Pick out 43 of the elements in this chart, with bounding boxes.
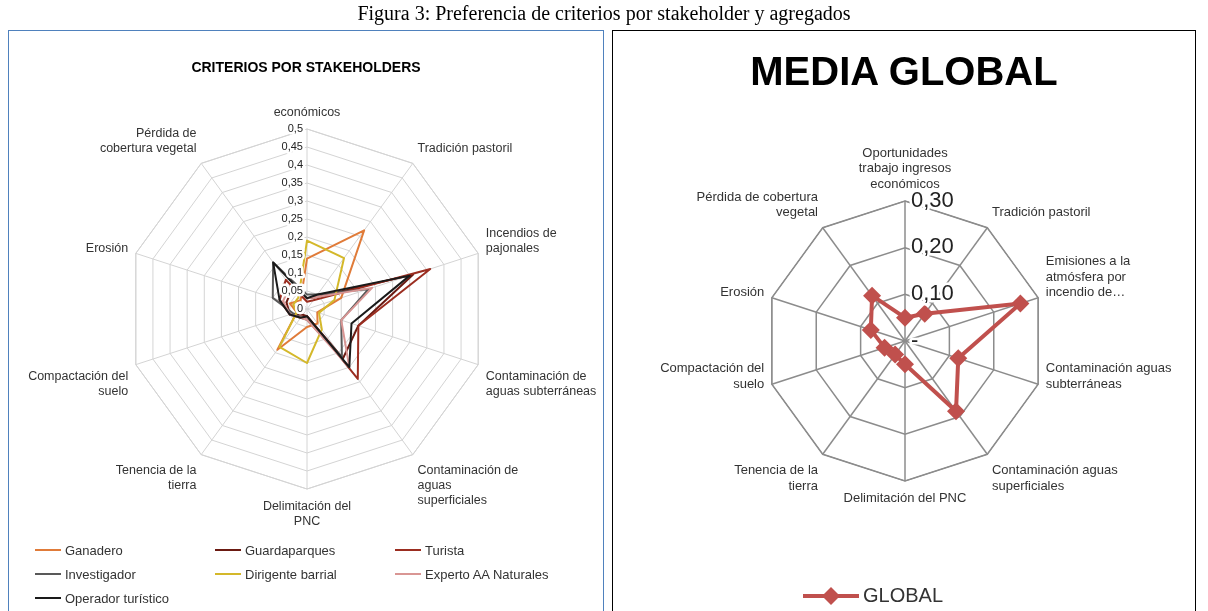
legend-label: Dirigente barrial <box>245 566 337 582</box>
spoke-label: Contaminación aguas subterráneas <box>1045 360 1172 392</box>
spoke-label: Oportunidades trabajo ingresos económicos <box>858 145 952 192</box>
spoke-label: Delimitación del PNC <box>262 499 352 529</box>
legend-label: Operador turístico <box>65 590 170 606</box>
legend-label: Experto AA Naturales <box>425 566 549 582</box>
y-tick-label: 0 <box>296 301 303 314</box>
spoke-label: Compactación del suelo <box>28 369 129 399</box>
y-tick-label: 0,4 <box>287 157 303 170</box>
legend-label: Investigador <box>65 566 136 582</box>
chart-title: MEDIA GLOBAL <box>749 49 1059 94</box>
spoke-label: Incendios de pajonales <box>485 226 557 256</box>
y-tick-label: 0,15 <box>281 247 303 260</box>
spoke-label: Contaminación aguas superficiales <box>991 462 1119 494</box>
legend-label: Turista <box>425 542 465 558</box>
spoke-label: Pérdida de cobertura vegetal <box>99 126 197 156</box>
legend-label: Ganadero <box>65 542 123 558</box>
spoke-label: Emisiones a la atmósfera por incendio de… <box>1045 253 1132 300</box>
y-tick-label: 0,2 <box>287 229 303 242</box>
spoke-label: Tradición pastoril <box>417 141 513 156</box>
y-tick-label: - <box>911 326 919 352</box>
y-tick-label: 0,3 <box>287 193 303 206</box>
spoke-label: económicos <box>273 105 341 120</box>
y-tick-label: 0,10 <box>911 280 954 306</box>
spoke-label: Erosión <box>85 241 129 256</box>
spoke-label: Tenencia de la tierra <box>734 462 819 494</box>
spoke-label: Contaminación de aguas superficiales <box>417 463 519 508</box>
spoke-label: Erosión <box>720 284 765 300</box>
y-tick-label: 0,25 <box>281 211 303 224</box>
legend-label: GLOBAL <box>863 584 944 607</box>
y-tick-label: 0,20 <box>911 233 954 259</box>
y-tick-label: 0,35 <box>281 175 303 188</box>
y-tick-label: 0,5 <box>287 121 303 134</box>
spoke-label: Contaminación de aguas subterráneas <box>485 369 597 399</box>
spoke-label: Tenencia de la tierra <box>115 463 197 493</box>
spoke-label: Tradición pastoril <box>991 204 1091 220</box>
text: Figura 3: Preferencia de criterios por stakeholder y agregados <box>356 2 852 25</box>
legend-label: Guardaparques <box>245 542 336 558</box>
spoke-label: Compactación del suelo <box>660 360 765 392</box>
spoke-label: Pérdida de cobertura vegetal <box>696 189 819 220</box>
spoke-label: Delimitación del PNC <box>843 490 967 506</box>
y-tick-label: 0,45 <box>281 139 303 152</box>
chart-title: CRITERIOS POR STAKEHOLDERS <box>190 59 422 75</box>
